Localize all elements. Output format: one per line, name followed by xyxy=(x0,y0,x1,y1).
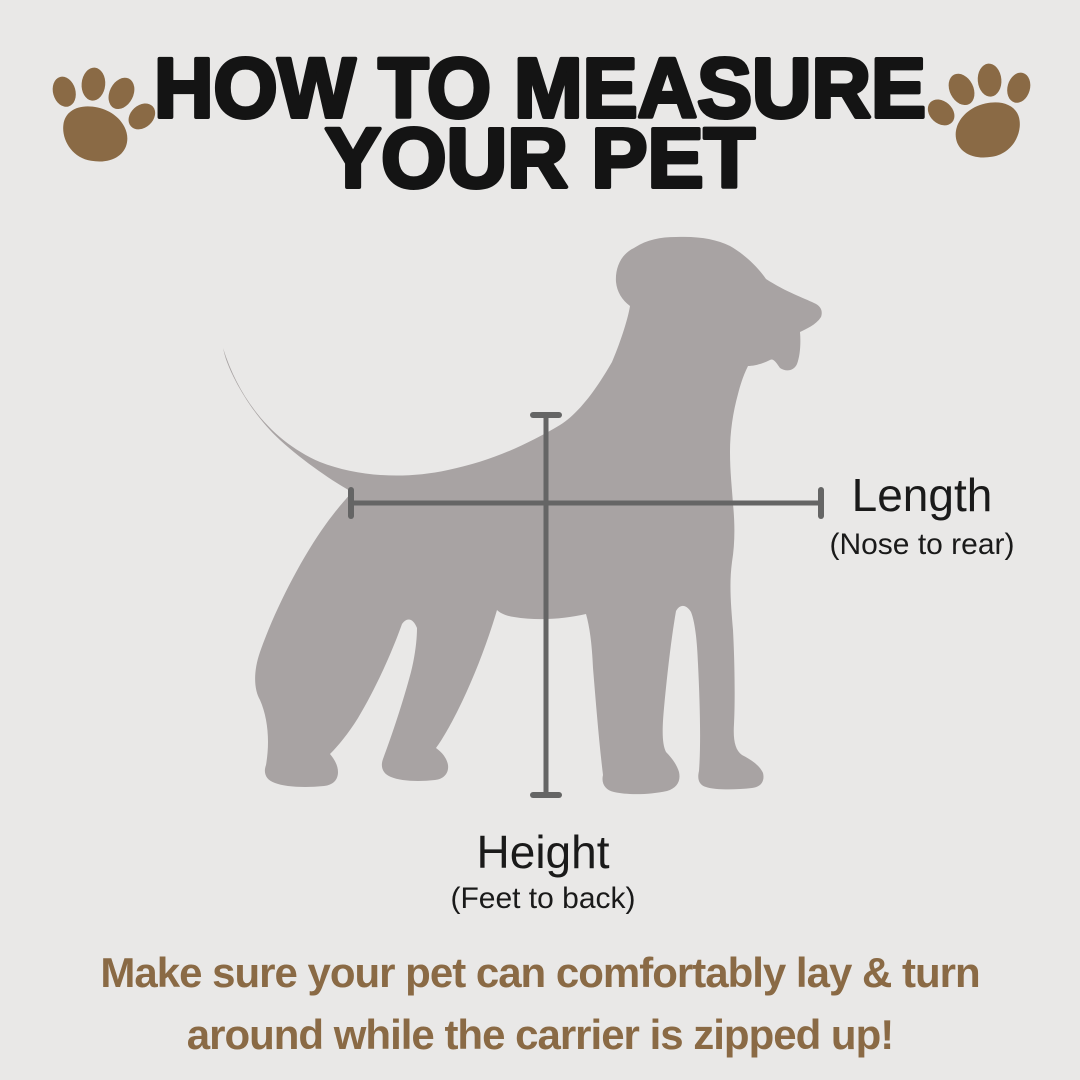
height-measure-line xyxy=(530,412,562,798)
title-line-1: HOW TO MEASURE xyxy=(154,41,926,135)
footer-note-line-2: around while the carrier is zipped up! xyxy=(186,1011,894,1058)
height-sublabel: (Feet to back) xyxy=(450,882,636,915)
paw-print-icon xyxy=(914,50,1053,172)
height-label: Height xyxy=(476,826,610,878)
footer-note-line-1: Make sure your pet can comfortably lay &… xyxy=(100,949,980,996)
paw-print-icon xyxy=(30,54,169,176)
length-label: Length xyxy=(851,469,993,521)
title-line-2: YOUR PET xyxy=(325,111,755,205)
length-sublabel: (Nose to rear) xyxy=(829,528,1015,561)
footer-note: Make sure your pet can comfortably lay &… xyxy=(0,942,1080,1066)
length-measure-line xyxy=(348,487,824,519)
dog-silhouette xyxy=(223,236,822,795)
